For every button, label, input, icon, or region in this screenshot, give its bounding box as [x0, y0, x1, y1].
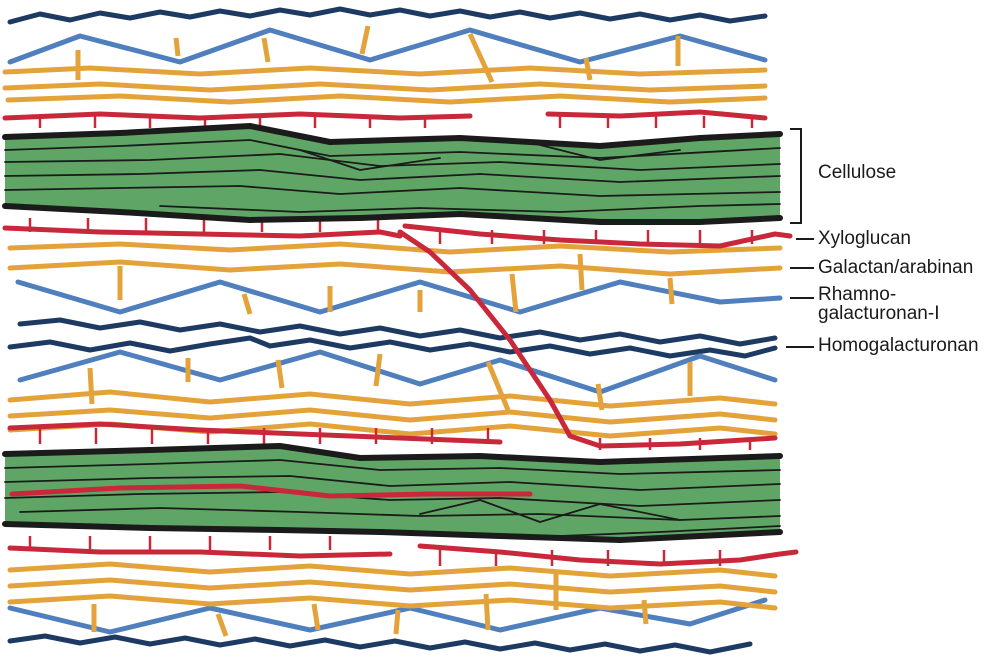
- cellulose-chain: [519, 139, 681, 161]
- galactan-arabinan-branch: [485, 361, 511, 411]
- galactan-arabinan-leader: [790, 267, 814, 269]
- galactan-arabinan-branch: [583, 57, 593, 81]
- rhamnogalacturonan-label-line2: galacturonan-I: [818, 303, 940, 324]
- galactan-arabinan-branch: [241, 293, 253, 315]
- xyloglucan-strand: [9, 483, 533, 499]
- galactan-arabinan-strand: [5, 93, 768, 105]
- xyloglucan-strand: [402, 223, 793, 249]
- cellulose-bracket-bottom: [790, 222, 802, 224]
- galactan-arabinan-strand: [7, 593, 778, 611]
- xyloglucan-strand: [545, 109, 768, 121]
- homogalacturonan-label: Homogalacturonan: [818, 335, 979, 356]
- galactan-arabinan-branch: [509, 273, 519, 313]
- galactan-arabinan-strand: [2, 81, 768, 93]
- galactan-arabinan-branch: [641, 599, 649, 625]
- rhamnogalacturonan-label-line1: Rhamno-: [818, 284, 897, 305]
- galactan-arabinan-strand: [7, 407, 778, 425]
- cellulose-chain: [419, 499, 681, 523]
- galactan-arabinan-branch: [393, 609, 401, 635]
- rhamnogalacturonan-strand: [15, 279, 783, 315]
- cellulose-microfibril-border: [2, 443, 783, 465]
- galactan-arabinan-branch: [467, 32, 495, 84]
- xyloglucan-leader: [796, 238, 814, 240]
- galactan-arabinan-branch: [595, 383, 605, 411]
- cellulose-chain: [4, 153, 781, 171]
- cellulose-chain: [4, 185, 781, 197]
- rhamnogalacturonan-leader: [790, 297, 814, 299]
- galactan-arabinan-branch: [261, 37, 271, 63]
- galactan-arabinan-branch: [483, 593, 491, 631]
- cellulose-microfibril-border: [2, 123, 783, 149]
- rhamnogalacturonan-strand: [7, 27, 768, 65]
- galactan-arabinan-strand: [7, 577, 778, 595]
- homogalacturonan-strand: [7, 335, 778, 359]
- galactan-arabinan-strand: [7, 561, 778, 579]
- cellulose-chain: [559, 525, 781, 537]
- cellulose-chain: [4, 475, 781, 491]
- xyloglucan-strand: [7, 421, 503, 445]
- xyloglucan-strand: [2, 225, 403, 239]
- cellulose-chain: [4, 491, 781, 507]
- rhamnogalacturonan-strand: [17, 349, 778, 395]
- cellulose-label: Cellulose: [818, 162, 897, 183]
- galactan-arabinan-branch: [87, 367, 95, 405]
- xyloglucan-strand: [417, 543, 799, 567]
- galactan-arabinan-branch: [311, 603, 321, 631]
- homogalacturonan-strand: [7, 6, 768, 25]
- polymer-strands: [2, 6, 799, 655]
- cellulose-microfibril-border: [2, 521, 783, 543]
- xyloglucan-label: Xyloglucan: [818, 228, 911, 249]
- cellulose-chain: [159, 203, 781, 213]
- cellulose-microfibril: [5, 126, 780, 222]
- cellulose-chain: [4, 139, 781, 159]
- galactan-arabinan-branch: [667, 277, 675, 305]
- cellulose-bracket-spine: [800, 128, 802, 224]
- galactan-arabinan-label: Galactan/arabinan: [818, 257, 974, 278]
- galactan-arabinan-branch: [275, 359, 285, 389]
- galactan-arabinan-branch: [215, 613, 229, 637]
- cellulose-chain: [4, 169, 781, 183]
- xyloglucan-strand: [2, 111, 473, 121]
- galactan-arabinan-strand: [7, 389, 778, 409]
- cellulose-chain: [299, 149, 441, 171]
- homogalacturonan-strand: [17, 317, 778, 347]
- xyloglucan-strand: [7, 545, 393, 559]
- galactan-arabinan-branch: [173, 37, 181, 57]
- cellulose-chain: [4, 459, 781, 475]
- galactan-arabinan-branch: [577, 253, 585, 291]
- galactan-arabinan-branch: [359, 25, 371, 55]
- cellulose-bracket-top: [790, 128, 802, 130]
- cellulose-microfibril-border: [2, 203, 783, 225]
- galactan-arabinan-strand: [7, 259, 783, 277]
- galactan-arabinan-branch: [373, 353, 383, 387]
- galactan-arabinan-strand: [2, 65, 768, 77]
- homogalacturonan-strand: [7, 633, 753, 655]
- galactan-arabinan-strand: [7, 241, 783, 255]
- homogalacturonan-leader: [786, 346, 814, 348]
- xyloglucan-strand: [397, 229, 778, 449]
